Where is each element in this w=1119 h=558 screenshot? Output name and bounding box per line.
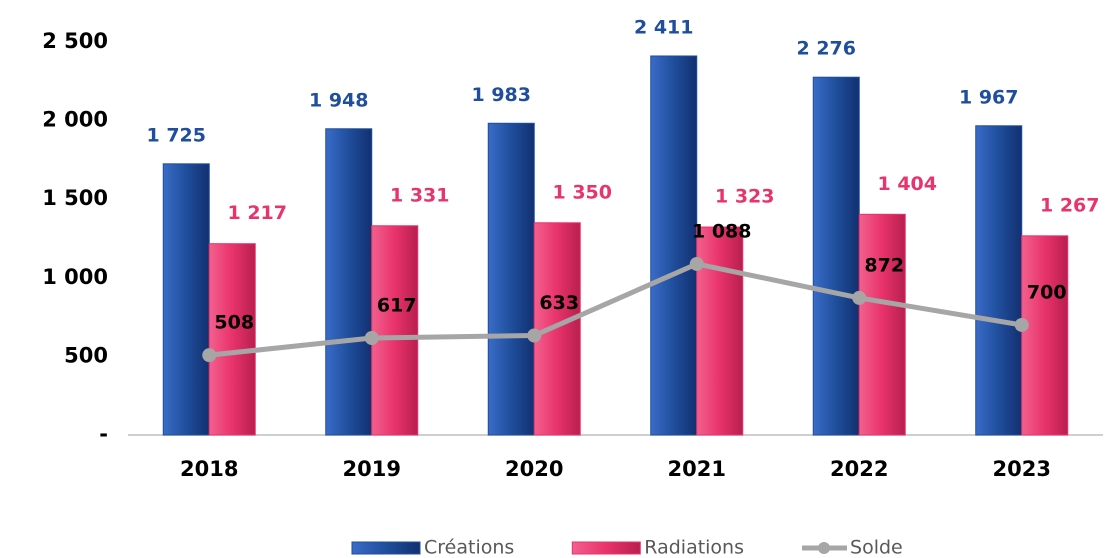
line-marker: [852, 290, 867, 305]
data-label: 872: [864, 254, 904, 276]
bar: [533, 222, 581, 436]
bar: [1021, 235, 1069, 436]
x-tick-label: 2022: [830, 457, 888, 481]
y-tick-label: 1 500: [42, 186, 108, 210]
bar: [650, 55, 698, 436]
data-label: 1 331: [390, 184, 450, 206]
bar: [696, 226, 744, 436]
data-label: 508: [214, 312, 254, 334]
data-label: 1 404: [878, 173, 938, 195]
y-tick-label: 2 500: [42, 29, 108, 53]
bar: [371, 225, 419, 436]
x-tick-label: 2023: [993, 457, 1051, 481]
legend-label: Radiations: [644, 537, 744, 558]
bar: [487, 122, 535, 436]
data-label: 2 411: [634, 16, 694, 38]
legend-label: Solde: [850, 537, 903, 558]
data-label: 617: [377, 295, 417, 317]
data-label: 1 948: [309, 89, 369, 111]
data-label: 700: [1027, 281, 1067, 303]
x-tick-label: 2018: [180, 457, 238, 481]
data-label: 1 267: [1040, 194, 1100, 216]
line-marker: [527, 328, 542, 343]
legend-swatch: [818, 542, 831, 554]
data-label: 1 217: [228, 202, 288, 224]
data-label: 1 983: [472, 84, 532, 106]
y-tick-label: 500: [64, 343, 108, 367]
bar: [325, 128, 373, 436]
line-marker: [364, 331, 379, 346]
x-tick-label: 2020: [505, 457, 563, 481]
data-label: 1 350: [553, 181, 613, 203]
line-marker: [1014, 317, 1029, 332]
x-tick-label: 2021: [668, 457, 726, 481]
legend-swatch: [351, 541, 421, 555]
x-tick-label: 2019: [343, 457, 401, 481]
data-label: 1 323: [715, 186, 775, 208]
y-tick-label: -: [99, 422, 108, 446]
legend-label: Créations: [424, 537, 514, 558]
bar: [858, 213, 906, 436]
data-label: 1 725: [147, 124, 207, 146]
line: [208, 261, 1023, 358]
legend-swatch: [571, 541, 641, 555]
data-label: 633: [539, 292, 579, 314]
y-tick-label: 2 000: [42, 108, 108, 132]
line-marker: [202, 348, 217, 363]
data-label: 2 276: [797, 38, 857, 60]
data-label: 1 967: [959, 86, 1019, 108]
bar: [975, 125, 1023, 436]
bar: [208, 243, 256, 436]
bar: [162, 163, 210, 436]
data-label: 1 088: [692, 220, 752, 242]
y-tick-label: 1 000: [42, 265, 108, 289]
line-marker: [689, 256, 704, 271]
bar: [812, 76, 860, 436]
